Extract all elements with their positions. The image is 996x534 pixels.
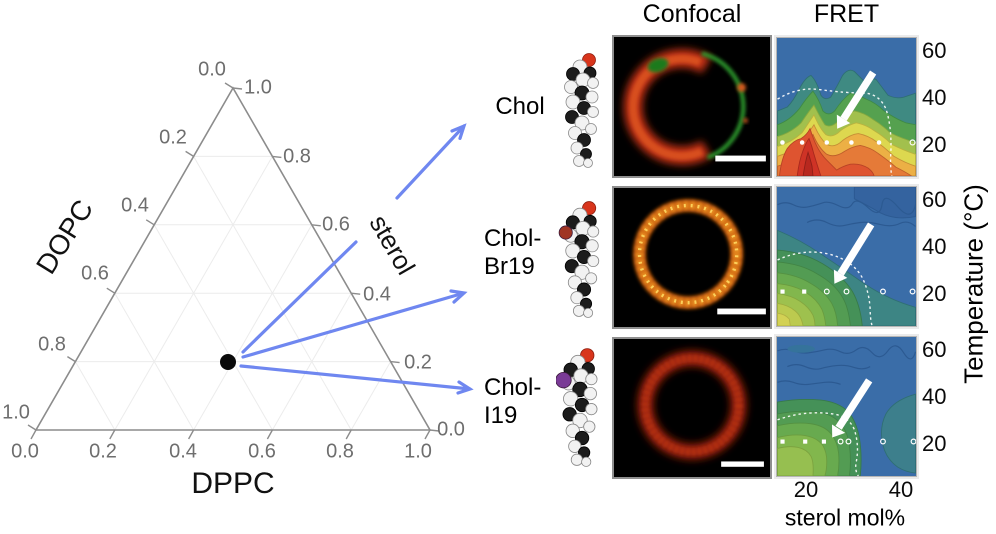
fret-map-chol-i19 xyxy=(774,334,919,479)
scale-bar xyxy=(717,308,766,315)
row-label-chol-br19: Chol- Br19 xyxy=(484,225,541,281)
confocal-image-chol-br19 xyxy=(612,186,772,329)
arrow-to-chol-i19 xyxy=(239,364,474,395)
xtick-40: 40 xyxy=(888,477,914,502)
ternary-tick-marks xyxy=(27,82,440,440)
gvu-orange-ring xyxy=(633,199,744,310)
scale-bar xyxy=(721,461,764,467)
ytick-r3-20: 20 xyxy=(922,431,947,456)
left-tick-0.4: 0.4 xyxy=(121,194,149,217)
gvu-red-ring xyxy=(637,350,747,460)
row-label-chol-i19-line2: I19 xyxy=(484,402,518,429)
confocal-column-header: Confocal xyxy=(642,0,742,28)
xtick-20: 20 xyxy=(793,477,819,502)
left-tick-0.8: 0.8 xyxy=(38,333,66,356)
bottom-tick-0.6: 0.6 xyxy=(248,440,276,463)
white-arrow-icon xyxy=(833,222,875,284)
molecule-chol-br19 xyxy=(558,198,606,318)
sample-point-dots xyxy=(780,288,916,295)
composition-arrows xyxy=(239,123,474,395)
gvu-green-domain-arc xyxy=(701,51,746,160)
ternary-frame xyxy=(34,86,432,431)
fret-map-chol xyxy=(774,35,919,179)
bromine-atom xyxy=(558,225,573,240)
ytick-r1-20: 20 xyxy=(922,132,947,157)
ytick-r2-40: 40 xyxy=(922,234,947,259)
left-tick-0.0: 0.0 xyxy=(198,58,226,81)
axis-label-dppc: DPPC xyxy=(191,467,275,500)
white-arrow-icon xyxy=(832,378,873,438)
ternary-diagram xyxy=(27,82,474,440)
bottom-tick-0.4: 0.4 xyxy=(169,440,197,463)
molecule-chol-i19 xyxy=(556,345,604,467)
fret-map-chol-br19 xyxy=(774,184,919,329)
iodine-atom xyxy=(556,371,572,389)
row-label-chol: Chol xyxy=(495,93,545,120)
confocal-image-chol-i19 xyxy=(612,337,772,479)
gvu-orange-spot-1 xyxy=(737,83,746,92)
sample-point-dots xyxy=(780,438,916,445)
molecule-chol xyxy=(558,50,606,168)
right-tick-0.6: 0.6 xyxy=(322,213,350,236)
left-tick-0.6: 0.6 xyxy=(81,262,109,285)
ytick-r1-40: 40 xyxy=(922,85,947,110)
right-tick-0.0: 0.0 xyxy=(437,418,465,441)
ternary-gridlines xyxy=(74,155,392,431)
white-arrow-icon xyxy=(836,70,877,129)
blue-contour-squiggles xyxy=(777,197,916,227)
bottom-tick-1.0: 1.0 xyxy=(404,440,432,463)
right-tick-0.8: 0.8 xyxy=(283,145,311,168)
arrow-to-chol xyxy=(241,123,467,354)
fret-x-axis-label: sterol mol% xyxy=(784,504,906,531)
right-tick-0.4: 0.4 xyxy=(363,283,391,306)
right-tick-0.2: 0.2 xyxy=(404,351,432,374)
miscibility-boundary-dashed xyxy=(777,412,859,476)
teal-patch-top xyxy=(787,344,815,353)
fret-y-axis-label: Temperature (°C) xyxy=(958,184,989,384)
scale-bar xyxy=(715,155,766,162)
fret-column-header: FRET xyxy=(813,0,880,28)
bottom-tick-0.8: 0.8 xyxy=(326,440,354,463)
bottom-tick-0.2: 0.2 xyxy=(89,440,117,463)
ytick-r2-60: 60 xyxy=(922,187,947,212)
ytick-r1-60: 60 xyxy=(922,38,947,63)
row-label-chol-i19: Chol- I19 xyxy=(484,374,541,430)
sample-point-dots xyxy=(780,139,916,146)
ytick-r3-40: 40 xyxy=(922,384,947,409)
bottom-tick-0.0: 0.0 xyxy=(11,440,39,463)
ytick-r3-60: 60 xyxy=(922,337,947,362)
composition-point xyxy=(220,354,236,370)
miscibility-boundary-dashed xyxy=(777,88,893,176)
confocal-image-chol xyxy=(612,35,772,178)
arrow-to-chol-br19 xyxy=(241,289,468,359)
right-tick-1.0: 1.0 xyxy=(244,76,272,99)
gvu-red-membrane xyxy=(623,49,712,165)
left-tick-0.2: 0.2 xyxy=(159,126,187,149)
left-tick-1.0: 1.0 xyxy=(2,401,30,424)
ytick-r2-20: 20 xyxy=(922,281,947,306)
gvu-green-patch xyxy=(647,57,669,73)
row-label-chol-br19-line1: Chol- xyxy=(484,225,542,252)
row-label-chol-i19-line1: Chol- xyxy=(484,374,542,401)
row-label-chol-br19-line2: Br19 xyxy=(484,253,535,280)
gvu-orange-spot-2 xyxy=(743,118,748,124)
